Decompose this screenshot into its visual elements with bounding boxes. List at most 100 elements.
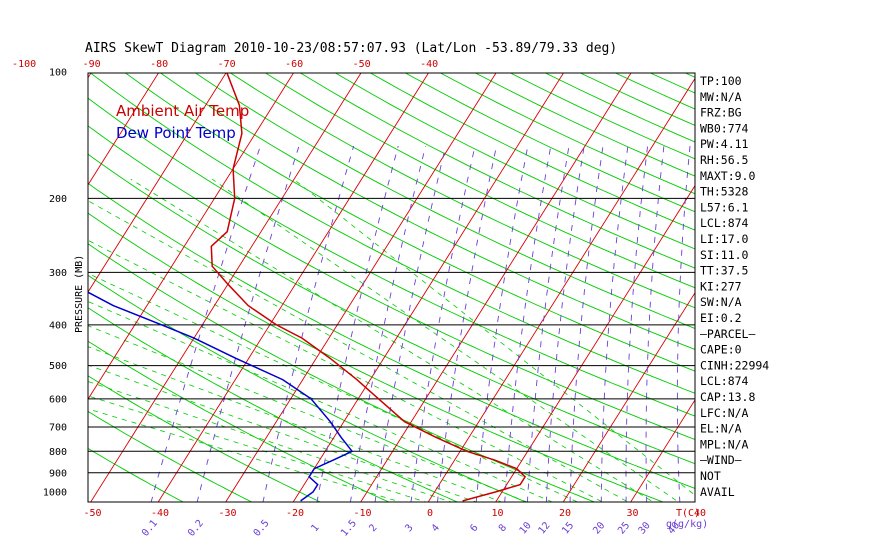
isotherm-line: [360, 73, 632, 502]
dry-adiabat-line: [474, 73, 695, 177]
isotherm-lines: [0, 53, 695, 506]
dry-adiabat-line: [88, 153, 695, 465]
sounding-index-label: MAXT:9.0: [700, 169, 755, 183]
sounding-index-label: —PARCEL—: [700, 327, 755, 341]
bottom-temp-tick-label: 20: [559, 508, 571, 519]
dry-adiabat-line: [88, 447, 185, 502]
moist-adiabat-line: [88, 364, 478, 502]
dry-adiabat-line: [89, 73, 695, 394]
dry-adiabat-line: [88, 97, 695, 417]
mixing-ratio-tick-label: 1: [309, 523, 321, 535]
bottom-temp-tick-label: 30: [626, 508, 638, 519]
sounding-index-label: LFC:N/A: [700, 406, 749, 420]
dry-adiabat-line: [88, 375, 322, 502]
isotherm-line: [630, 399, 695, 502]
dew-point-temp-line: [88, 291, 354, 502]
sounding-index-label: EI:0.2: [700, 311, 742, 325]
sounding-index-label: KI:277: [700, 279, 742, 293]
bottom-temp-tick-label: -10: [353, 508, 371, 519]
top-temp-axis: -120-110-100-90-80-70-60-50-40: [12, 59, 438, 70]
sounding-index-label: RH:56.5: [700, 153, 748, 167]
mixing-ratio-tick-label: 12: [536, 520, 552, 536]
dry-adiabat-line: [404, 73, 695, 213]
mixing-ratio-tick-label: 6: [468, 523, 480, 535]
isotherm-line: [495, 184, 695, 502]
dry-adiabat-line: [334, 73, 695, 250]
bottom-temp-tick-label: -40: [151, 508, 169, 519]
moist-adiabat-line: [88, 381, 453, 502]
sounding-index-label: FRZ:BG: [700, 106, 742, 120]
sounding-index-label: L57:6.1: [700, 200, 749, 214]
sounding-index-label: PW:4.11: [700, 137, 749, 151]
mixing-ratio-lines: [150, 145, 691, 502]
pressure-tick-label: 1000: [43, 488, 67, 499]
mixing-ratio-line: [645, 145, 665, 502]
top-temp-tick-label: -60: [285, 59, 303, 70]
dry-adiabat-line: [159, 73, 695, 351]
x-axis-label: T(C): [676, 508, 700, 519]
isotherm-line: [0, 53, 36, 506]
mixing-ratio-tick-label: 0.5: [252, 518, 272, 539]
isotherm-line: [88, 73, 160, 186]
pressure-tick-label: 200: [49, 194, 67, 205]
mixing-ratio-line: [150, 145, 261, 502]
mixing-ratio-line: [625, 145, 649, 502]
dry-adiabat-line: [229, 73, 695, 309]
legend: Ambient Air Temp Dew Point Temp: [116, 102, 249, 142]
bottom-temp-tick-label: 0: [427, 508, 433, 519]
sounding-index-label: LI:17.0: [700, 232, 749, 246]
dry-adiabat-line: [544, 73, 695, 143]
moist-adiabat-line: [211, 178, 680, 502]
legend-dew-point-temp: Dew Point Temp: [116, 124, 236, 142]
mixing-ratio-tick-label: 25: [616, 520, 632, 536]
dry-adiabat-line: [88, 274, 528, 502]
isotherm-line: [88, 73, 295, 400]
isotherm-line: [292, 73, 565, 502]
top-temp-tick-label: -90: [83, 59, 101, 70]
isotherm-line: [562, 291, 695, 502]
sounding-index-label: LCL:874: [700, 216, 749, 230]
sounding-index-label: MPL:N/A: [700, 437, 749, 451]
dry-adiabat-line: [124, 73, 695, 372]
mixing-ratio-tick-label: 0.1: [140, 518, 160, 539]
top-temp-tick-label: -80: [150, 59, 168, 70]
mixing-ratio-line: [475, 145, 529, 502]
mixing-ratio-tick-label: 0.2: [186, 518, 206, 539]
dry-adiabat-line: [88, 212, 665, 502]
pressure-tick-label: 900: [49, 468, 67, 479]
adiabat-lines: [88, 73, 695, 502]
dry-adiabat-line: [88, 182, 695, 489]
moist-adiabat-line: [88, 301, 554, 502]
sounding-index-label: NOT: [700, 469, 721, 483]
sounding-index-label: CAP:13.8: [700, 390, 755, 404]
bottom-temp-tick-label: -50: [83, 508, 101, 519]
bottom-temp-tick-label: -20: [286, 508, 304, 519]
pressure-tick-label: 800: [49, 447, 67, 458]
pressure-axis: 100 200 300 400 500 600 700 800 900 1000: [43, 68, 67, 499]
isotherm-line: [225, 73, 497, 502]
pressure-tick-label: 500: [49, 361, 67, 372]
dry-adiabat-line: [88, 340, 390, 502]
mixing-ratio-line: [569, 145, 604, 502]
chart-title: AIRS SkewT Diagram 2010-10-23/08:57:07.9…: [85, 41, 617, 56]
sounding-index-label: —WIND—: [700, 453, 742, 467]
mixing-ratio-tick-label: 3: [403, 523, 415, 535]
dry-adiabat-line: [88, 410, 253, 502]
mixing-ratio-line: [316, 145, 399, 502]
moist-adiabat-line: [88, 239, 604, 502]
ambient-air-temp-line: [210, 73, 527, 502]
mixing-ratio-axis-label: g(g/kg): [666, 519, 708, 530]
dry-adiabat-line: [88, 243, 596, 502]
mixing-ratio-line: [410, 145, 476, 502]
sounding-index-label: SW:N/A: [700, 295, 742, 309]
mixing-ratio-line: [504, 145, 552, 502]
moist-adiabat-line: [88, 200, 629, 502]
bottom-temp-tick-label: 40: [694, 508, 706, 519]
dry-adiabat-line: [194, 73, 695, 329]
isotherm-line: [157, 73, 430, 502]
moist-adiabat-line: [88, 272, 579, 502]
sounding-index-label: TH:5328: [700, 185, 749, 199]
mixing-ratio-line: [262, 145, 355, 502]
pressure-tick-label: 100: [49, 68, 67, 79]
